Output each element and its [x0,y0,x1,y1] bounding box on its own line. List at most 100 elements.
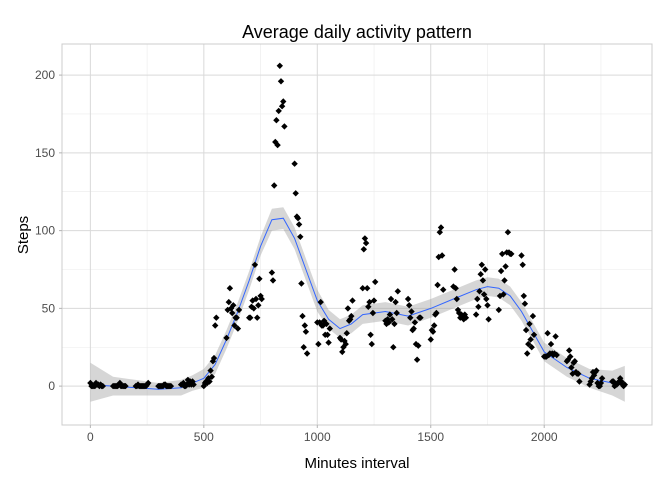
data-point [251,261,259,268]
data-point [502,263,509,270]
data-point [501,277,508,284]
data-point [452,285,459,292]
data-point [497,267,505,275]
data-point [567,353,574,360]
y-axis-ticks: 0 50 100 150 200 [35,68,62,393]
data-point [518,252,525,259]
data-points [87,62,628,390]
y-tick-label: 0 [48,379,55,393]
data-point [324,331,331,338]
data-point [390,344,397,351]
data-point [295,221,303,228]
data-point [344,305,352,312]
data-point [552,333,559,340]
data-point [587,378,594,385]
data-point [385,319,392,326]
data-point [230,302,237,309]
data-point [223,334,230,342]
data-point [256,275,263,282]
data-point [392,298,399,306]
data-point [480,291,488,298]
data-point [206,378,213,385]
data-point [598,375,606,382]
data-point [325,339,332,346]
data-point [190,381,197,388]
data-point [544,330,551,337]
data-point [343,330,350,337]
data-point [485,316,492,323]
data-point [367,331,374,338]
data-point [212,322,219,329]
data-point [233,314,240,321]
data-point [571,358,578,365]
data-point [617,375,624,382]
data-point [436,229,443,236]
data-point [525,340,532,348]
data-point [361,235,369,242]
data-point [292,190,299,197]
data-point [276,62,283,69]
data-point [387,295,395,303]
data-point [234,325,242,332]
data-point [462,314,470,321]
data-point [364,285,371,292]
data-point [417,314,424,321]
data-point [621,381,628,388]
data-point [255,302,262,309]
data-point [475,303,482,310]
data-point [575,370,582,377]
data-point [372,278,379,286]
data-point [300,344,307,351]
data-point [225,298,232,306]
data-point [365,303,372,310]
data-point [504,229,512,236]
data-point [519,261,526,268]
data-point [315,340,322,348]
data-point [268,269,276,276]
confidence-band-area [90,207,625,402]
data-point [339,348,346,356]
data-point [208,373,215,380]
data-point [317,298,324,306]
y-axis-title: Steps [15,216,32,254]
data-point [500,291,507,298]
data-point [495,306,502,314]
data-point [274,141,281,149]
data-point [252,295,260,303]
data-point [348,312,355,320]
data-point [368,340,375,348]
data-point [298,280,305,287]
data-point [301,322,308,329]
data-point [527,336,534,343]
data-point [326,325,333,332]
data-point [213,314,220,321]
data-point [297,233,304,240]
x-tick-label: 2000 [531,430,558,444]
data-point [440,286,447,293]
data-point [247,314,254,321]
smooth-trend-line [90,217,625,390]
data-point [472,311,480,318]
y-tick-label: 200 [35,68,55,82]
panel-border [61,43,653,426]
data-point [482,266,489,273]
data-point [258,295,265,303]
data-point [235,306,243,314]
data-point [433,309,440,317]
data-point [389,316,396,323]
data-point [437,224,445,231]
data-point [406,302,413,309]
y-tick-label: 100 [35,224,55,238]
data-point [529,312,537,320]
data-point [291,160,298,167]
data-point [407,314,414,321]
data-point [394,288,401,295]
data-point [254,314,261,321]
data-point [476,288,483,295]
data-point [207,367,214,374]
chart-title: Average daily activity pattern [242,22,472,42]
data-point [569,370,576,377]
data-point [210,354,218,362]
x-tick-label: 0 [87,430,94,444]
